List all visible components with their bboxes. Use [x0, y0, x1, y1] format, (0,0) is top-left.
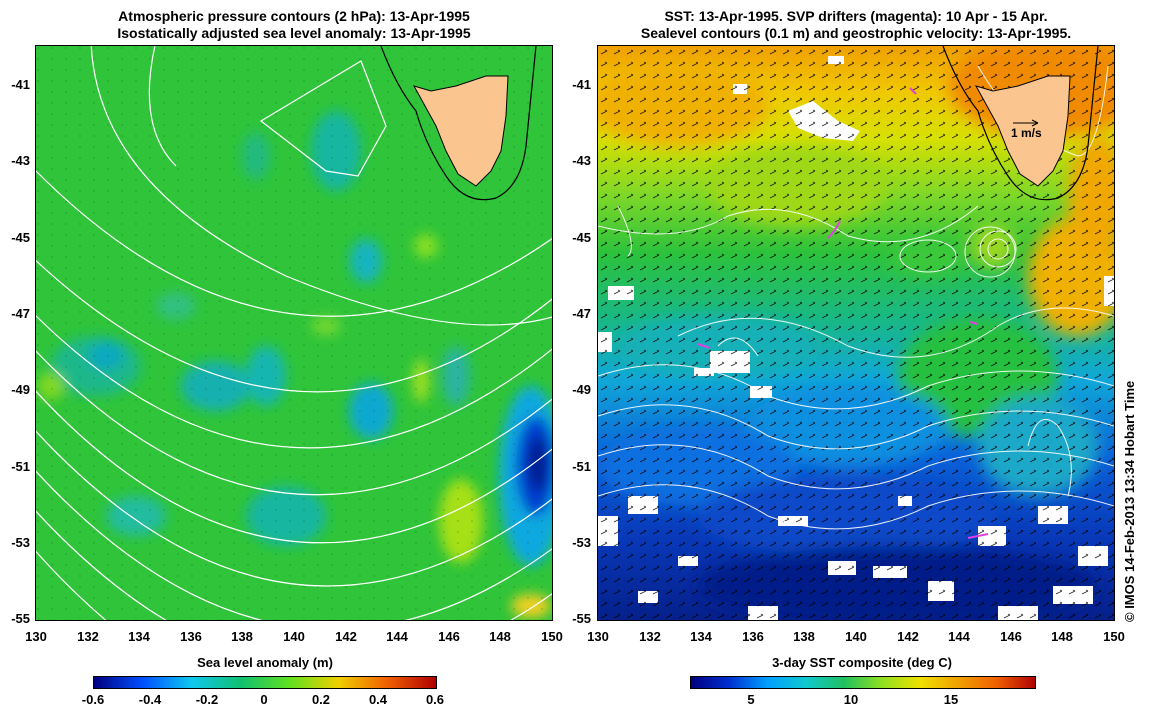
left-colorbar-tick: 0.4	[368, 692, 388, 707]
tasmania-land	[412, 75, 509, 187]
right-colorbar-tick: 10	[843, 692, 859, 707]
left-colorbar-tick: 0	[260, 692, 268, 707]
right-x-tick: 134	[690, 629, 712, 644]
right-colorbar-title: 3-day SST composite (deg C)	[772, 655, 952, 670]
left-x-tick: 132	[77, 629, 99, 644]
left-title: Atmospheric pressure contours (2 hPa): 1…	[36, 8, 552, 42]
sea-level-colorbar	[93, 676, 437, 689]
pressure-contours	[36, 46, 552, 620]
velocity-scale-arrow	[1013, 119, 1039, 127]
right-x-tick: 150	[1103, 629, 1125, 644]
right-y-tick: -55	[572, 611, 591, 626]
right-title: SST: 13-Apr-1995. SVP drifters (magenta)…	[598, 8, 1114, 42]
left-x-tick: 144	[386, 629, 408, 644]
sst-field	[598, 46, 1114, 620]
left-colorbar-title: Sea level anomaly (m)	[197, 655, 333, 670]
right-x-tick: 136	[742, 629, 764, 644]
right-x-tick: 142	[897, 629, 919, 644]
left-colorbar-tick: -0.4	[138, 692, 162, 707]
sst-colorbar	[690, 676, 1036, 689]
left-colorbar-tick: -0.6	[81, 692, 105, 707]
left-y-tick: -43	[11, 153, 30, 168]
left-colorbar-tick: 0.2	[311, 692, 331, 707]
tasmania-land-sst	[974, 75, 1071, 187]
left-x-tick: 146	[438, 629, 460, 644]
right-x-tick: 140	[845, 629, 867, 644]
right-title-line2: Sealevel contours (0.1 m) and geostrophi…	[640, 25, 1072, 41]
left-y-tick: -53	[11, 535, 30, 550]
right-y-tick: -45	[572, 230, 591, 245]
left-x-tick: 136	[180, 629, 202, 644]
left-x-tick: 130	[25, 629, 47, 644]
velocity-scale-label: 1 m/s	[1011, 126, 1042, 140]
left-y-tick: -51	[11, 459, 30, 474]
right-x-tick: 146	[1000, 629, 1022, 644]
right-x-tick: 130	[587, 629, 609, 644]
left-title-line1: Atmospheric pressure contours (2 hPa): 1…	[118, 8, 470, 24]
left-x-tick: 140	[283, 629, 305, 644]
right-y-tick: -43	[572, 153, 591, 168]
left-y-tick: -49	[11, 382, 30, 397]
sst-map: 1 m/s	[597, 45, 1115, 621]
right-x-tick: 148	[1051, 629, 1073, 644]
left-x-tick: 142	[335, 629, 357, 644]
right-colorbar-tick: 5	[747, 692, 755, 707]
right-colorbar-tick: 15	[943, 692, 959, 707]
right-title-line1: SST: 13-Apr-1995. SVP drifters (magenta)…	[664, 8, 1048, 24]
right-y-tick: -51	[572, 459, 591, 474]
left-colorbar-tick: -0.2	[195, 692, 219, 707]
right-x-tick: 138	[793, 629, 815, 644]
left-x-tick: 138	[231, 629, 253, 644]
right-y-tick: -53	[572, 535, 591, 550]
svp-drifters	[697, 87, 989, 539]
right-x-tick: 132	[639, 629, 661, 644]
left-title-line2: Isostatically adjusted sea level anomaly…	[117, 25, 471, 41]
left-y-tick: -45	[11, 230, 30, 245]
sla-field	[36, 46, 552, 620]
right-y-tick: -41	[572, 77, 591, 92]
right-x-tick: 144	[948, 629, 970, 644]
left-colorbar-tick: 0.6	[425, 692, 445, 707]
left-y-tick: -41	[11, 77, 30, 92]
left-y-tick: -55	[11, 611, 30, 626]
sea-level-anomaly-map	[35, 45, 553, 621]
left-x-tick: 150	[541, 629, 563, 644]
right-y-tick: -47	[572, 306, 591, 321]
right-y-tick: -49	[572, 382, 591, 397]
credit-text: © IMOS 14-Feb-2013 13:34 Hobart Time	[1122, 380, 1137, 622]
left-x-tick: 134	[128, 629, 150, 644]
left-y-tick: -47	[11, 306, 30, 321]
left-x-tick: 148	[489, 629, 511, 644]
